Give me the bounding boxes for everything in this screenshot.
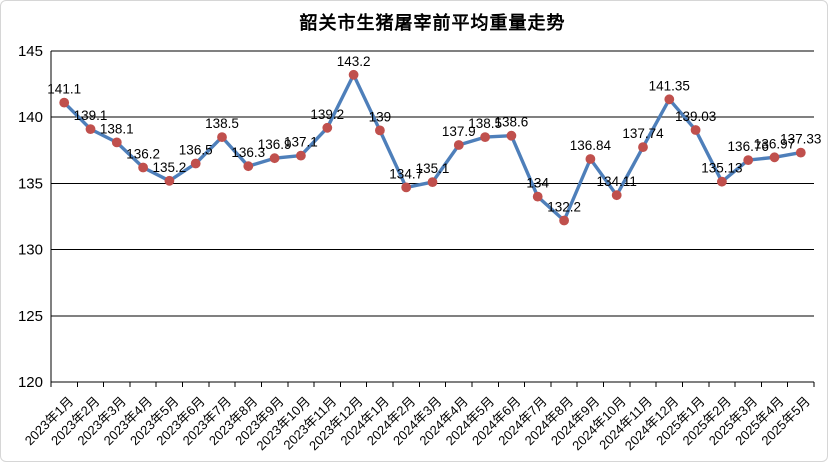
data-point-marker: [138, 162, 149, 173]
y-axis-tick-label: 135: [18, 175, 43, 192]
data-point-marker: [664, 94, 675, 105]
data-point-label: 137.1: [284, 135, 318, 150]
data-point-marker: [506, 130, 517, 141]
data-point-marker: [769, 152, 780, 163]
data-point-marker: [611, 190, 622, 201]
data-point-marker: [743, 155, 754, 166]
data-point-label: 135.13: [701, 161, 742, 176]
data-point-label: 143.2: [337, 54, 371, 69]
y-axis-tick-label: 125: [18, 308, 43, 325]
data-point-marker: [795, 147, 806, 158]
data-point-marker: [59, 97, 70, 108]
data-point-label: 135.2: [153, 160, 187, 175]
data-point-label: 136.5: [179, 143, 213, 158]
chart-title: 韶关市生猪屠宰前平均重量走势: [299, 13, 566, 34]
data-point-marker: [322, 122, 333, 133]
data-point-label: 134.11: [597, 174, 637, 189]
y-axis-tick-label: 140: [18, 109, 43, 126]
data-point-label: 136.9: [258, 137, 292, 152]
data-point-marker: [243, 161, 254, 172]
data-point-label: 139.03: [675, 109, 716, 124]
data-point-marker: [348, 69, 359, 80]
data-point-marker: [111, 137, 122, 148]
data-point-label: 136.3: [231, 145, 265, 160]
data-point-label: 132.2: [547, 200, 581, 215]
data-point-label: 136.76: [728, 139, 769, 154]
data-point-label: 139: [369, 109, 392, 124]
data-point-label: 137.74: [622, 126, 664, 141]
y-axis-tick-label: 130: [18, 242, 43, 259]
data-point-label: 136.97: [754, 136, 795, 151]
data-point-marker: [717, 176, 727, 187]
data-point-label: 136.84: [570, 138, 612, 153]
data-point-label: 138.5: [468, 116, 502, 131]
data-point-label: 141.35: [649, 78, 690, 93]
y-axis-tick-label: 120: [18, 374, 43, 391]
data-point-marker: [480, 132, 491, 143]
data-point-label: 137.33: [780, 132, 821, 147]
y-axis-tick-label: 145: [18, 43, 43, 60]
data-point-label: 139.1: [74, 108, 108, 123]
data-point-marker: [190, 158, 201, 169]
data-point-marker: [401, 182, 412, 193]
data-point-marker: [559, 215, 569, 226]
data-point-marker: [217, 132, 227, 143]
data-point-marker: [638, 142, 648, 153]
data-point-label: 134: [526, 176, 549, 191]
data-point-label: 139.2: [310, 107, 344, 122]
data-point-marker: [269, 153, 280, 164]
data-point-label: 135.1: [416, 161, 450, 176]
data-point-marker: [532, 191, 543, 202]
data-point-label: 141.1: [47, 82, 81, 97]
data-point-label: 137.9: [442, 124, 476, 139]
series-line: [62, 73, 803, 223]
data-point-label: 134.7: [389, 166, 423, 181]
data-point-label: 138.6: [495, 115, 529, 130]
data-point-label: 138.5: [205, 116, 239, 131]
data-point-marker: [690, 125, 701, 135]
data-point-label: 136.2: [126, 147, 160, 162]
data-point-marker: [585, 154, 596, 164]
data-point-marker: [453, 140, 464, 150]
data-point-marker: [164, 175, 175, 186]
data-point-marker: [375, 125, 385, 136]
data-point-marker: [296, 150, 306, 161]
data-point-marker: [85, 124, 96, 135]
data-point-label: 138.1: [100, 121, 134, 136]
data-point-marker: [427, 177, 438, 188]
